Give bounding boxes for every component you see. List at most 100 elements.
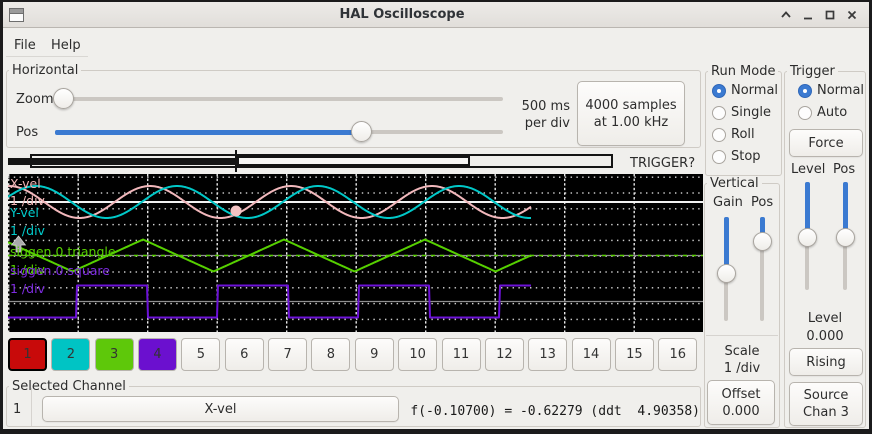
window-title: HAL Oscilloscope bbox=[339, 7, 465, 22]
shade-icon[interactable] bbox=[780, 9, 792, 21]
scope-trace-siggen.0.triangle bbox=[7, 238, 532, 273]
scope-label-7-1-div: 1 /div bbox=[10, 281, 45, 296]
channel-button-7[interactable]: 7 bbox=[268, 338, 308, 371]
scope-trace-siggen.0.square bbox=[8, 284, 531, 319]
trigger-status-label: TRIGGER? bbox=[630, 156, 696, 171]
trigger-edge-button[interactable]: Rising bbox=[789, 348, 863, 376]
selected-channel-source-button[interactable]: X-vel bbox=[42, 396, 399, 422]
vertical-gain-label: Gain bbox=[713, 195, 743, 210]
run-mode-radio-label: Stop bbox=[731, 149, 761, 164]
trigger-level-slider-label: Level bbox=[791, 162, 826, 177]
run-mode-frame: Run Mode bbox=[705, 64, 782, 176]
channel-position-arrow-icon[interactable] bbox=[10, 235, 27, 253]
channel-button-11[interactable]: 11 bbox=[441, 338, 481, 371]
menu-file[interactable]: File bbox=[14, 38, 36, 53]
vertical-gain-slider-fill bbox=[723, 217, 729, 273]
scope-label-0-x-vel: X-vel bbox=[10, 176, 41, 191]
vertical-scale-value: 1 /div bbox=[723, 361, 761, 376]
vertical-offset-button[interactable]: Offset 0.000 bbox=[707, 380, 775, 425]
run-mode-radio-roll[interactable] bbox=[712, 128, 726, 142]
trigger-mode-radio-label: Normal bbox=[817, 83, 865, 98]
vertical-frame: Vertical bbox=[704, 176, 780, 428]
scope-label-1-1-div: 1 /div bbox=[10, 193, 45, 208]
trigger-level-slider-fill bbox=[804, 182, 810, 237]
trigger-mode-radio-label: Auto bbox=[817, 105, 848, 120]
menubar: File Help bbox=[2, 28, 870, 57]
sample-freq-text: at 1.00 kHz bbox=[593, 114, 669, 130]
run-mode-radio-label: Roll bbox=[731, 127, 755, 142]
pos-slider-fill bbox=[55, 129, 362, 135]
menu-help[interactable]: Help bbox=[51, 38, 81, 53]
record-trigger-tick bbox=[235, 150, 237, 172]
vertical-gain-slider-handle[interactable] bbox=[716, 263, 736, 283]
vertical-offset-value: 0.000 bbox=[722, 403, 760, 419]
time-per-div-label: per div bbox=[524, 116, 570, 131]
run-mode-radio-single[interactable] bbox=[712, 106, 726, 120]
minimize-icon[interactable] bbox=[802, 9, 814, 21]
zoom-slider-track[interactable] bbox=[55, 97, 503, 101]
selected-channel-source-text: X-vel bbox=[204, 401, 237, 417]
scope-canvas bbox=[7, 174, 703, 332]
channel-button-13[interactable]: 13 bbox=[528, 338, 568, 371]
run-mode-radio-label: Single bbox=[731, 105, 771, 120]
trigger-source-button[interactable]: Source Chan 3 bbox=[789, 382, 863, 426]
scope-trace-Y-vel bbox=[7, 185, 531, 219]
channel-button-3[interactable]: 3 bbox=[94, 338, 134, 371]
channel-button-10[interactable]: 10 bbox=[398, 338, 438, 371]
channel-button-16[interactable]: 16 bbox=[658, 338, 698, 371]
trigger-source-channel: Chan 3 bbox=[803, 405, 849, 420]
run-mode-radio-stop[interactable] bbox=[712, 150, 726, 164]
selected-channel-frame-label: Selected Channel bbox=[9, 379, 129, 394]
trigger-level-readout-value: 0.000 bbox=[806, 329, 844, 344]
trigger-level-slider-handle[interactable] bbox=[797, 227, 817, 247]
trigger-mode-radio-normal[interactable] bbox=[798, 84, 812, 98]
app-icon bbox=[9, 7, 24, 22]
trigger-force-button[interactable]: Force bbox=[789, 129, 863, 157]
vertical-pos-slider-track[interactable] bbox=[760, 217, 764, 321]
channel-button-8[interactable]: 8 bbox=[311, 338, 351, 371]
scope-trace-X-vel bbox=[8, 185, 532, 219]
sample-rate-button[interactable]: 4000 samples at 1.00 kHz bbox=[577, 81, 685, 146]
probe-marker bbox=[230, 205, 242, 217]
horizontal-frame-label: Horizontal bbox=[9, 63, 82, 78]
selected-channel-frame: Selected Channel bbox=[6, 379, 701, 427]
channel-value-readout: f(-0.10700) = -0.62279 (ddt 4.90358) bbox=[410, 404, 700, 419]
channel-button-15[interactable]: 15 bbox=[614, 338, 654, 371]
channel-button-4[interactable]: 4 bbox=[138, 338, 178, 371]
vertical-pos-slider-handle[interactable] bbox=[752, 231, 772, 251]
trigger-frame: Trigger bbox=[784, 64, 866, 428]
sample-count-text: 4000 samples bbox=[585, 97, 677, 113]
maximize-icon[interactable] bbox=[824, 9, 836, 21]
channel-button-1[interactable]: 1 bbox=[8, 338, 47, 371]
pos-slider-handle[interactable] bbox=[351, 121, 372, 142]
channel-button-14[interactable]: 14 bbox=[571, 338, 611, 371]
scope-label-6-siggen-0-square: siggen.0.square bbox=[10, 263, 110, 278]
scope-label-2-y-vel: Y-vel bbox=[10, 205, 39, 220]
channel-button-5[interactable]: 5 bbox=[181, 338, 221, 371]
trigger-force-text: Force bbox=[808, 135, 844, 151]
run-mode-options: Normal Single Roll Stop bbox=[712, 83, 782, 175]
selected-channel-separator bbox=[31, 388, 32, 426]
selected-channel-number: 1 bbox=[13, 402, 22, 417]
trigger-source-text: Source bbox=[803, 388, 849, 403]
run-mode-radio-normal[interactable] bbox=[712, 84, 726, 98]
channel-button-6[interactable]: 6 bbox=[224, 338, 264, 371]
trigger-mode-radio-auto[interactable] bbox=[798, 106, 812, 120]
channel-button-12[interactable]: 12 bbox=[484, 338, 524, 371]
scope-label-3-1-div: 1 /div bbox=[10, 223, 45, 238]
channel-button-2[interactable]: 2 bbox=[51, 338, 91, 371]
zoom-slider-handle[interactable] bbox=[53, 88, 74, 109]
trigger-pos-slider-handle[interactable] bbox=[835, 227, 855, 247]
zoom-slider-label: Zoom bbox=[16, 92, 54, 107]
run-mode-radio-label: Normal bbox=[731, 83, 779, 98]
close-icon[interactable] bbox=[846, 9, 858, 21]
pos-slider-label: Pos bbox=[16, 125, 39, 140]
record-window-box bbox=[237, 156, 470, 166]
vertical-pos-slider-fill bbox=[759, 217, 765, 241]
scope-grid-lines bbox=[8, 174, 703, 332]
trigger-frame-label: Trigger bbox=[787, 64, 838, 79]
trigger-options: Normal Auto bbox=[798, 83, 864, 131]
channel-button-9[interactable]: 9 bbox=[354, 338, 394, 371]
menu-underline bbox=[6, 56, 88, 57]
